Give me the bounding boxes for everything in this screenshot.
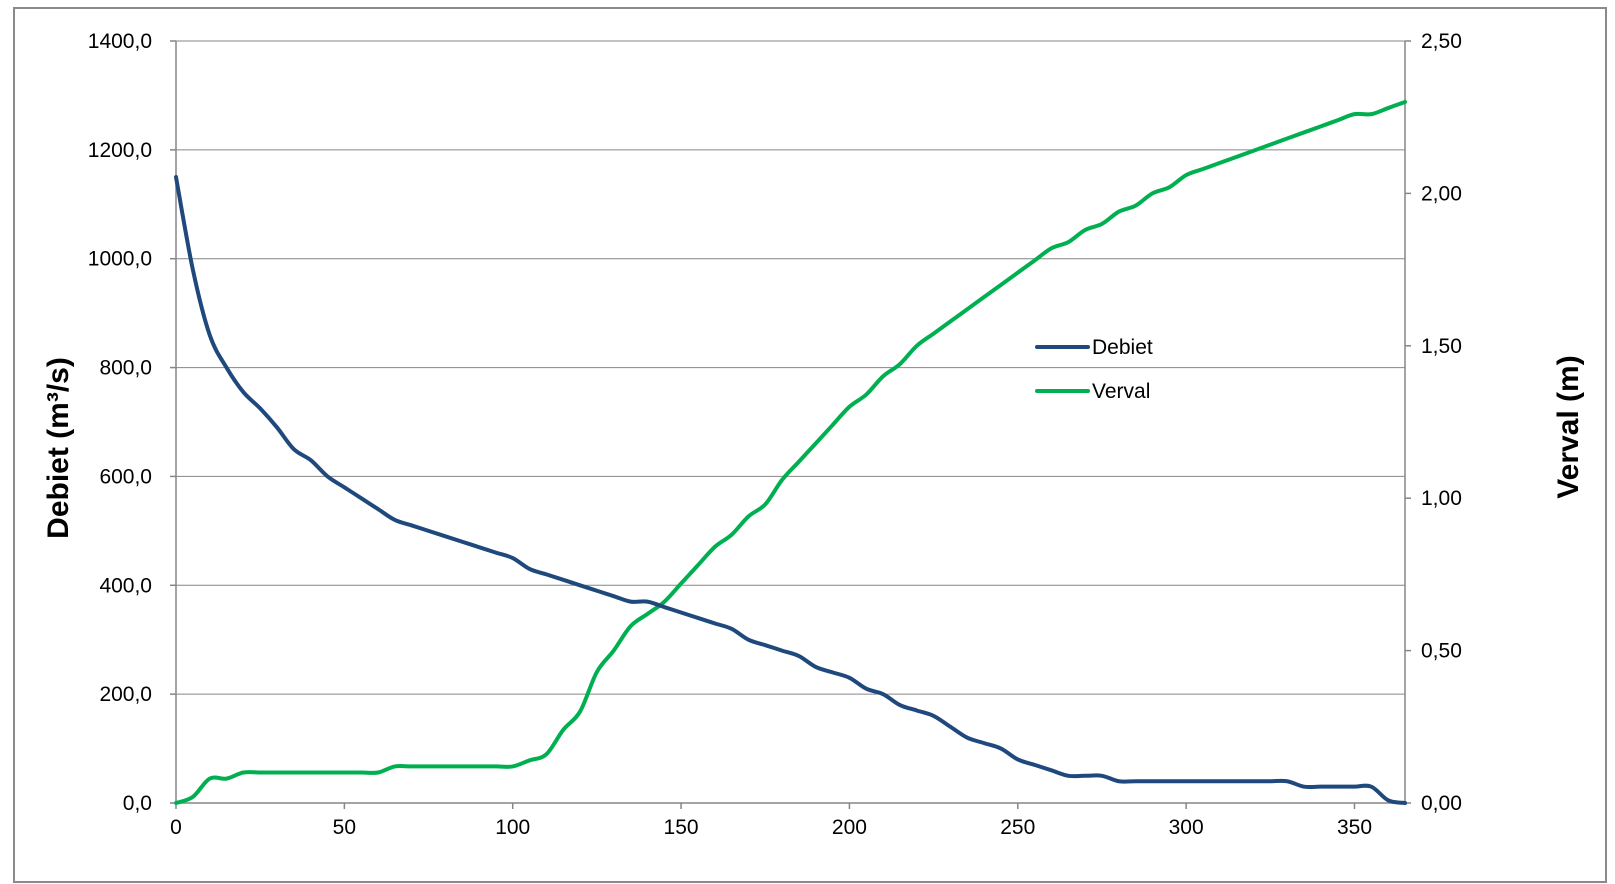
y-tick-label: 800,0 bbox=[99, 357, 152, 380]
y-tick-label: 1200,0 bbox=[88, 139, 152, 162]
tick-labels: 0,0 200,0 400,0 600,0 800,0 1000,0 1200,0 1400,… bbox=[88, 30, 1462, 839]
y-tick-label: 0,0 bbox=[123, 792, 152, 815]
y2-tick-label: 0,50 bbox=[1421, 640, 1462, 663]
x-tick-label: 300 bbox=[1169, 816, 1204, 839]
y-tick-label: 1000,0 bbox=[88, 248, 152, 271]
x-tick-label: 0 bbox=[170, 816, 182, 839]
legend-label-debiet: Debiet bbox=[1092, 336, 1153, 359]
legend-label-verval: Verval bbox=[1092, 380, 1150, 403]
y2-tick-label: 2,50 bbox=[1421, 30, 1462, 53]
x-tick-label: 350 bbox=[1337, 816, 1372, 839]
chart-border bbox=[13, 7, 1607, 883]
y-tick-label: 600,0 bbox=[99, 465, 152, 488]
legend: Debiet Verval bbox=[1035, 336, 1153, 403]
axes bbox=[170, 40, 1411, 809]
series-line-debiet bbox=[174, 175, 1407, 805]
y2-tick-label: 1,00 bbox=[1421, 487, 1462, 510]
x-tick-label: 50 bbox=[333, 816, 356, 839]
y-tick-label: 1400,0 bbox=[88, 30, 152, 53]
x-tick-label: 150 bbox=[664, 816, 699, 839]
series-line-verval bbox=[174, 99, 1407, 805]
series-lines bbox=[174, 99, 1407, 805]
x-tick-label: 200 bbox=[832, 816, 867, 839]
y2-tick-label: 1,50 bbox=[1421, 335, 1462, 358]
y-axis-title: Debiet (m³/s) bbox=[42, 357, 75, 539]
y2-tick-label: 0,00 bbox=[1421, 792, 1462, 815]
x-tick-label: 250 bbox=[1000, 816, 1035, 839]
y2-tick-label: 2,00 bbox=[1421, 182, 1462, 205]
y-tick-label: 200,0 bbox=[99, 683, 152, 706]
y2-axis-title: Verval (m) bbox=[1552, 355, 1585, 498]
gridlines bbox=[176, 40, 1405, 695]
y-tick-label: 400,0 bbox=[99, 574, 152, 597]
x-tick-label: 100 bbox=[495, 816, 530, 839]
